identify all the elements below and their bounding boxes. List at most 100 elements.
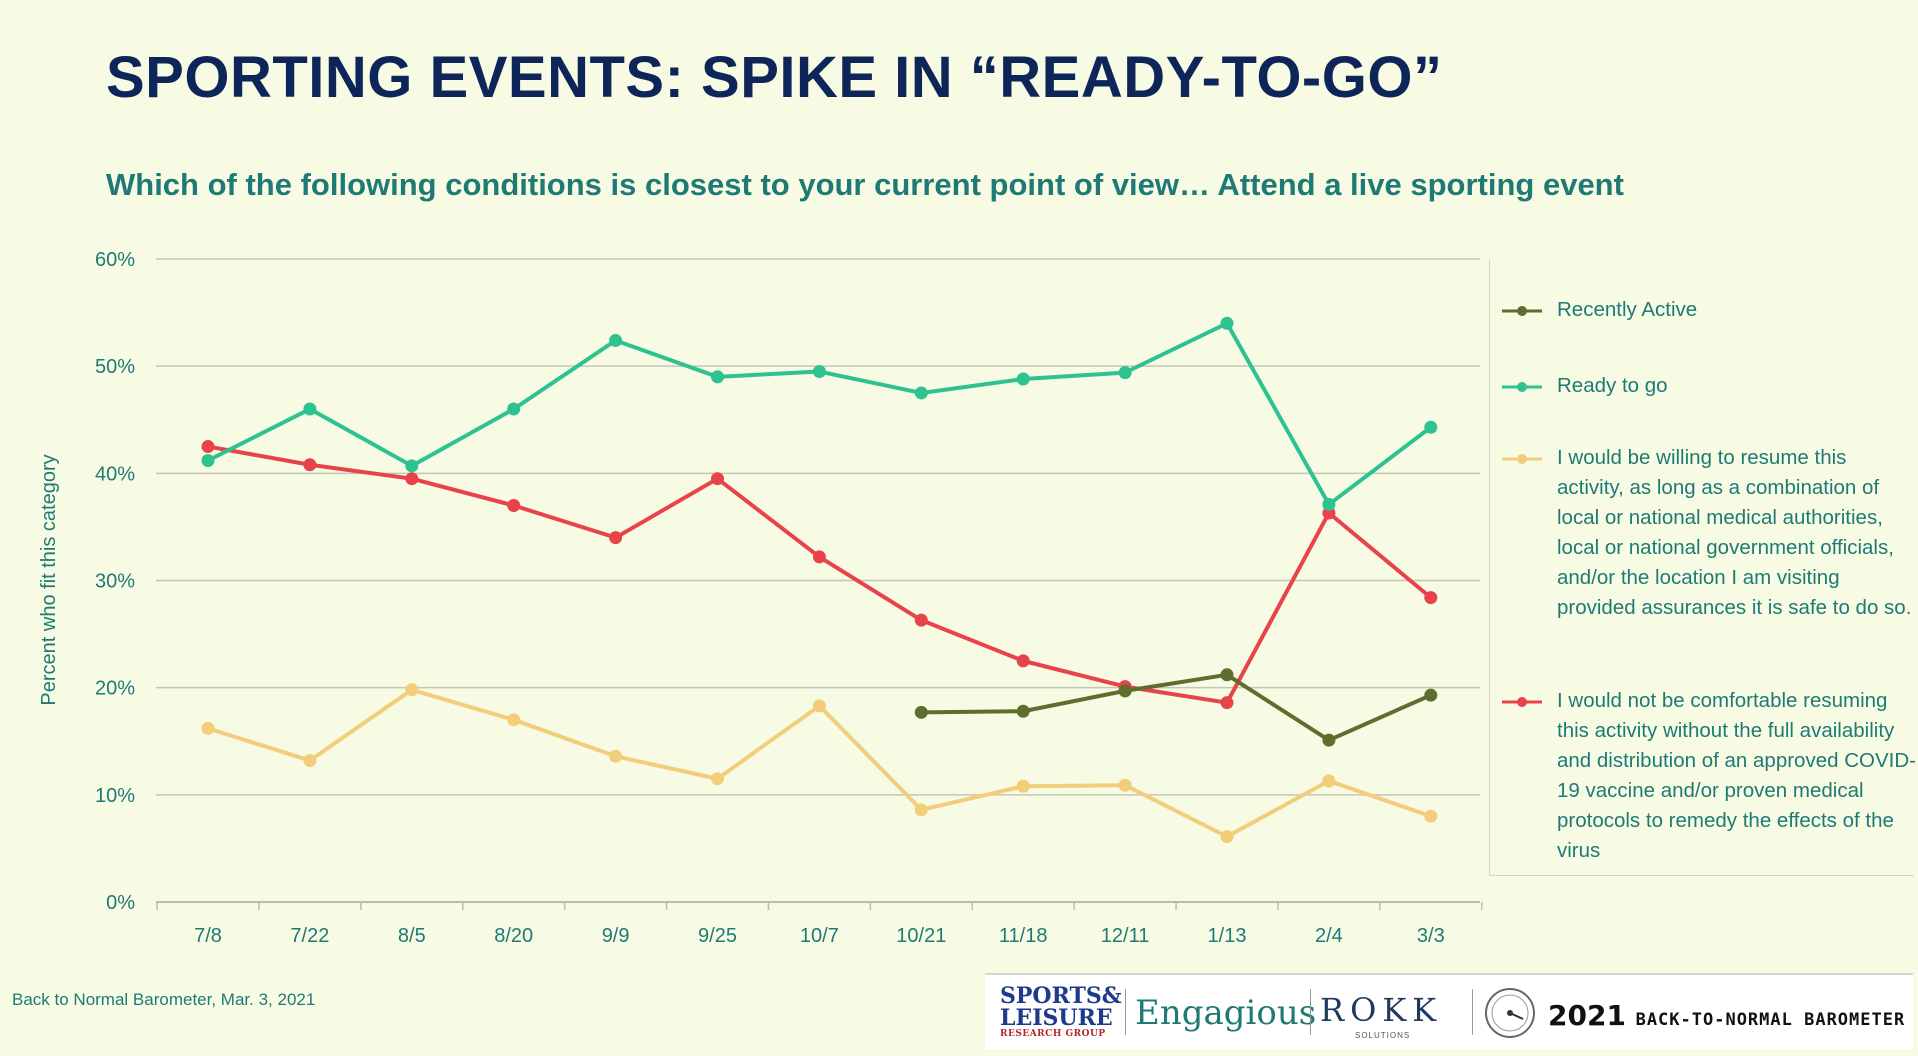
data-point (405, 459, 419, 473)
rokk-logo-text: ROKK (1320, 991, 1443, 1029)
data-point (711, 772, 724, 786)
data-point (1118, 778, 1132, 792)
logo-divider (1310, 989, 1311, 1035)
data-point (711, 472, 724, 486)
barometer-title: BACK-TO-NORMAL BAROMETER (1635, 1010, 1906, 1030)
data-point (201, 721, 215, 735)
rokk-logo-subtext: SOLUTIONS (1355, 1031, 1411, 1040)
data-point (1322, 733, 1336, 747)
y-axis-label: Percent who fit this category (38, 454, 60, 705)
page-subtitle: Which of the following conditions is clo… (106, 167, 1624, 202)
data-point (1220, 696, 1234, 710)
y-tick-label: 10% (95, 785, 135, 807)
rokk-solutions-logo: ROKK SOLUTIONS (1320, 991, 1443, 1040)
legend-label: I would not be comfortable resuming this… (1557, 689, 1916, 862)
sports-leisure-logo: SPORTS& LEISURE RESEARCH GROUP (1000, 983, 1122, 1039)
y-tick-label: 30% (95, 571, 135, 593)
data-point (1016, 779, 1030, 793)
legend-label: I would be willing to resume this activi… (1557, 446, 1912, 619)
legend-swatch-ready-to-go (1502, 382, 1542, 392)
data-point (1424, 809, 1438, 823)
page-title: SPORTING EVENTS: SPIKE IN “READY-TO-GO” (106, 45, 1443, 110)
footer-source-note: Back to Normal Barometer, Mar. 3, 2021 (12, 990, 316, 1009)
data-point (303, 458, 317, 472)
data-point (914, 803, 928, 817)
y-tick-label: 20% (95, 678, 135, 700)
logo-divider (1125, 989, 1126, 1035)
data-point (507, 713, 521, 727)
x-tick-label: 7/22 (290, 925, 329, 947)
y-tick-label: 50% (95, 356, 135, 378)
data-point (1016, 654, 1030, 668)
x-tick-label: 11/18 (999, 925, 1048, 947)
axes: 0% 10% 20% 30% 40% 50% 60% 7/8 7/22 8/5 8/20 9/9 9/2… (95, 249, 1483, 947)
series-2 (201, 683, 1438, 844)
data-point (1016, 704, 1030, 718)
data-point (405, 472, 419, 486)
data-point (1424, 591, 1438, 605)
data-point (1220, 668, 1234, 682)
data-point (1016, 372, 1030, 386)
sponsor-logo-strip: SPORTS& LEISURE RESEARCH GROUP Engagious… (985, 973, 1913, 1049)
data-point (507, 402, 521, 416)
data-point (1220, 830, 1234, 844)
data-point (405, 683, 419, 697)
legend-swatch-not-comfortable (1502, 697, 1542, 707)
data-point (711, 370, 724, 384)
series-line (921, 672, 1432, 743)
y-tick-label: 0% (106, 892, 135, 914)
y-tick-label: 60% (95, 249, 135, 271)
x-tick-label: 10/21 (896, 925, 946, 947)
data-point (914, 613, 928, 627)
legend: Recently Active Ready to go I would be w… (1489, 259, 1916, 876)
barometer-logo: 2021 BACK-TO-NORMAL BAROMETER (1548, 999, 1905, 1032)
data-point (507, 498, 521, 512)
data-point (1322, 497, 1336, 511)
series-line (207, 444, 1433, 705)
x-tick-label: 9/25 (698, 925, 737, 947)
data-point (303, 402, 317, 416)
legend-label: Ready to go (1557, 374, 1668, 397)
data-point (914, 386, 928, 400)
x-tick-label: 12/11 (1101, 925, 1150, 947)
x-tick-label: 2/4 (1315, 925, 1343, 947)
data-point (1424, 688, 1438, 702)
x-tick-label: 7/8 (194, 925, 222, 947)
series-lines (201, 316, 1438, 844)
logo-divider (1472, 989, 1473, 1035)
series-3 (201, 440, 1438, 710)
data-point (201, 453, 215, 467)
x-tick-label: 3/3 (1417, 925, 1445, 947)
sports-logo-line3: RESEARCH GROUP (1000, 1029, 1106, 1039)
data-point (812, 550, 826, 564)
legend-swatch-recently-active (1502, 306, 1542, 316)
legend-swatch-willing-to-resume (1502, 454, 1542, 464)
data-point (812, 365, 826, 379)
data-point (914, 705, 928, 719)
x-tick-label: 9/9 (602, 925, 630, 947)
series-0 (914, 668, 1438, 747)
data-point (1118, 366, 1132, 380)
x-tick-label: 8/20 (494, 925, 533, 947)
x-tick-label: 10/7 (800, 925, 839, 947)
x-tick-label: 8/5 (398, 925, 426, 947)
sports-logo-line2: LEISURE (1000, 1005, 1113, 1031)
engagious-logo: Engagious (1135, 993, 1317, 1033)
series-1 (201, 316, 1438, 511)
data-point (812, 699, 826, 713)
data-point (609, 531, 623, 545)
y-tick-label: 40% (95, 463, 135, 485)
data-point (303, 754, 317, 768)
data-point (1220, 316, 1234, 330)
gauge-icon (1485, 988, 1535, 1038)
barometer-year: 2021 (1548, 999, 1626, 1032)
legend-label: Recently Active (1557, 298, 1698, 321)
data-point (1118, 684, 1132, 698)
x-tick-label: 1/13 (1208, 925, 1247, 947)
sports-logo-line1: SPORTS& (1000, 983, 1122, 1009)
data-point (201, 440, 215, 454)
data-point (1322, 774, 1336, 788)
data-point (1424, 420, 1438, 434)
data-point (609, 333, 623, 347)
